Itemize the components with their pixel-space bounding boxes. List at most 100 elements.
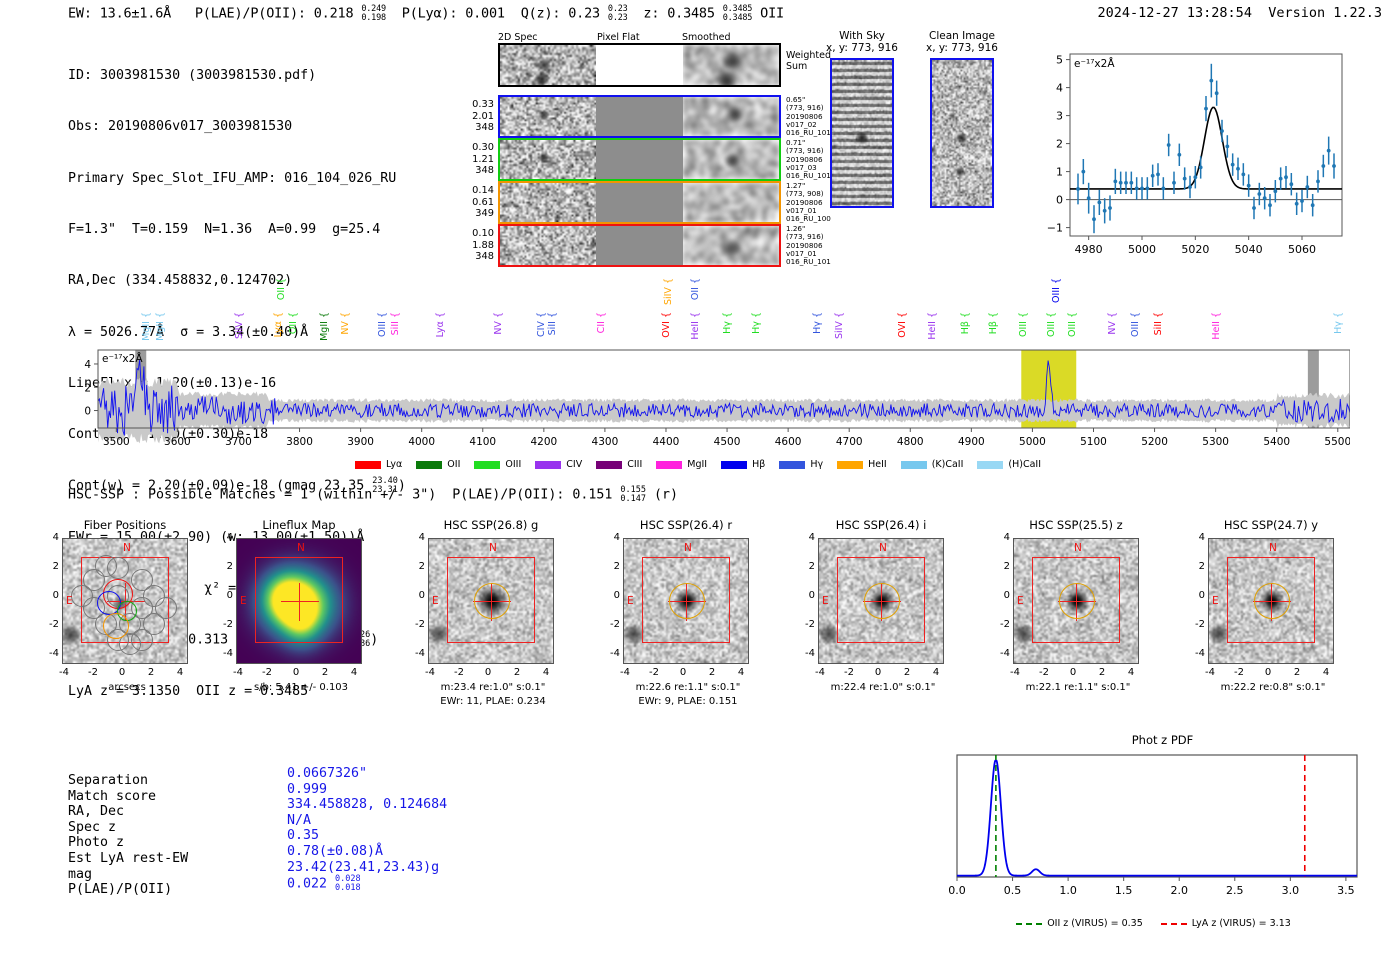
cutout-panel[interactable]: HSC SSP(25.5) z N E 4 -4 2 -2 0 0 -2 2 -4 4 m:22.1 re…	[1000, 518, 1139, 693]
cutout-x-tick: 0	[679, 667, 687, 678]
info-id: ID: 3003981530 (3003981530.pdf)	[68, 68, 317, 84]
fiber-circle	[143, 585, 165, 607]
match-table-label: Separation	[68, 773, 149, 788]
legend-swatch	[474, 460, 501, 469]
legend-swatch	[596, 460, 623, 469]
header-z: z: 0.3485	[627, 5, 723, 22]
cutout-y-tick: 2	[1003, 561, 1010, 572]
cutout-panel[interactable]: HSC SSP(26.4) r N E 4 -4 2 -2 0 0 -2 2 -4 4 m:22.6 re…	[610, 518, 749, 707]
cutout-footer-primary: arcsecs	[108, 682, 146, 693]
svg-text:5060: 5060	[1288, 243, 1316, 256]
cutout-panel-title: HSC SSP(26.8) g	[443, 518, 539, 532]
legend-swatch	[656, 460, 683, 469]
emission-line-label: MgII {	[155, 312, 167, 341]
svg-text:5500: 5500	[1324, 436, 1350, 448]
cutout-panel[interactable]: HSC SSP(24.7) y N E 4 -4 2 -2 0 0 -2 2 -4 4 m:22.2 re…	[1195, 518, 1334, 693]
cutout-x-tick: -2	[88, 667, 98, 678]
svg-text:e⁻¹⁷x2Å: e⁻¹⁷x2Å	[1074, 57, 1115, 70]
legend-label: OIII	[505, 459, 522, 470]
legend-label: CIV	[566, 459, 583, 470]
svg-text:2: 2	[1056, 138, 1063, 151]
emission-line-label: HeII {	[690, 312, 702, 340]
header-z-species: OII	[752, 5, 784, 22]
emission-line-label: OII {	[690, 278, 702, 301]
cutout-y-tick: -2	[1195, 619, 1205, 630]
svg-text:0.0: 0.0	[948, 884, 966, 897]
emission-line-label: OIII {	[376, 312, 388, 337]
emission-line-label: SiII {	[1152, 312, 1164, 336]
match-table-label: RA, Dec	[68, 804, 125, 820]
svg-text:4200: 4200	[530, 436, 557, 448]
cutout-x-tick: 2	[321, 667, 329, 678]
photz-title: Phot z PDF	[1131, 733, 1194, 747]
spec2d-fiber-row	[498, 138, 781, 181]
cutout-y-tick: 2	[226, 561, 233, 572]
svg-text:5200: 5200	[1141, 436, 1168, 448]
legend-item: MgII	[656, 459, 707, 470]
match-table-value: 0.0667326"	[287, 766, 368, 781]
cutout-y-tick: -4	[223, 648, 233, 659]
cutout-panel[interactable]: Fiber Positions N E 4 -4 2 -2 0 0 -2 2 -4 4 arcsecs	[49, 518, 188, 693]
aperture-circle	[669, 583, 705, 619]
svg-text:4100: 4100	[469, 436, 496, 448]
header-ew-plae: EW: 13.6±1.6Å P(LAE)/P(OII): 0.218	[68, 5, 362, 22]
header-qz-errors: 0.23 0.23	[607, 4, 628, 23]
legend-label: (K)CaII	[931, 459, 964, 470]
cutout-panel[interactable]: HSC SSP(26.8) g N E 4 -4 2 -2 0 0 -2 2 -4 4 m:23.4 re…	[415, 518, 554, 707]
emission-line-label: CIV {	[536, 312, 548, 337]
emission-line-label: NV {	[340, 312, 352, 335]
header-plae-errors: 0.249 0.198	[361, 4, 386, 23]
cutout-y-tick: 2	[1198, 561, 1205, 572]
col-title-pixelflat: Pixel Flat	[597, 32, 640, 43]
cutout-y-tick: 4	[418, 532, 425, 543]
svg-text:0: 0	[84, 406, 91, 418]
match-table-value: 334.458828, 0.124684	[287, 797, 448, 813]
match-table-label: Est LyA rest-EW	[68, 850, 189, 866]
cutout-red-box	[837, 557, 925, 643]
cutout-title: With Sky x, y: 773, 916	[826, 30, 898, 54]
legend-swatch	[779, 460, 806, 469]
cutout-y-tick: 4	[1198, 532, 1205, 543]
svg-text:5400: 5400	[1263, 436, 1290, 448]
emission-line-label: OIII {	[1050, 278, 1062, 303]
svg-text:1.0: 1.0	[1059, 884, 1077, 897]
match-table-value: 23.42(23.41,23.43)g	[287, 859, 440, 875]
cutout-title: Clean Image x, y: 773, 916	[926, 30, 998, 54]
emission-line-label: OIII {	[1045, 312, 1057, 337]
svg-text:2.5: 2.5	[1226, 884, 1244, 897]
cutout-x-tick: 4	[1322, 667, 1330, 678]
cutout-x-tick: -2	[262, 667, 272, 678]
photz-legend-label: OII z (VIRUS) = 0.35	[1047, 918, 1143, 929]
svg-text:5040: 5040	[1235, 243, 1263, 256]
gmag-errors: 23.40 23.31	[372, 476, 398, 495]
svg-text:3.0: 3.0	[1282, 884, 1300, 897]
pixel-flat-cell	[596, 140, 683, 179]
info-continuum-wide: Cont(w) = 2.20(±0.09)e-18 (gmag 23.35 23…	[68, 476, 406, 495]
svg-text:5000: 5000	[1128, 243, 1156, 256]
cutout-red-box	[642, 557, 730, 643]
cutout-panel-title: HSC SSP(26.4) i	[835, 518, 927, 532]
cutout-x-tick: 2	[1293, 667, 1301, 678]
legend-label: Hγ	[810, 459, 824, 470]
compass-east: E	[627, 595, 634, 607]
cutout-panel[interactable]: Lineflux Map N E 4 -4 2 -2 0 0 -2 2 -4 4 s/b: 5.41 +/…	[223, 518, 362, 693]
cutout-x-tick: 4	[176, 667, 184, 678]
cutout-y-tick: -2	[805, 619, 815, 630]
cutout-panel-title: HSC SSP(25.5) z	[1029, 518, 1123, 532]
header-summary: EW: 13.6±1.6Å P(LAE)/P(OII): 0.218 0.249…	[68, 5, 784, 22]
cutout-y-tick: 2	[613, 561, 620, 572]
cutout-footer-primary: m:23.4 re:1.0" s:0.1"	[440, 682, 546, 693]
cutout-panel-title: Fiber Positions	[83, 518, 167, 532]
cutout-panel[interactable]: HSC SSP(26.4) i N E 4 -4 2 -2 0 0 -2 2 -4 4 m:22.4 re…	[805, 518, 944, 693]
cutout-y-tick: -2	[415, 619, 425, 630]
svg-text:4000: 4000	[408, 436, 435, 448]
compass-east: E	[240, 595, 247, 607]
compass-east: E	[1017, 595, 1024, 607]
info-primary-spec-slot: Primary Spec_Slot_IFU_AMP: 016_104_026_R…	[68, 170, 397, 186]
aperture-circle	[1254, 583, 1290, 619]
cutout-y-tick: 0	[613, 590, 620, 601]
col-title-smoothed: Smoothed	[682, 32, 731, 43]
cutout-y-tick: 2	[52, 561, 59, 572]
